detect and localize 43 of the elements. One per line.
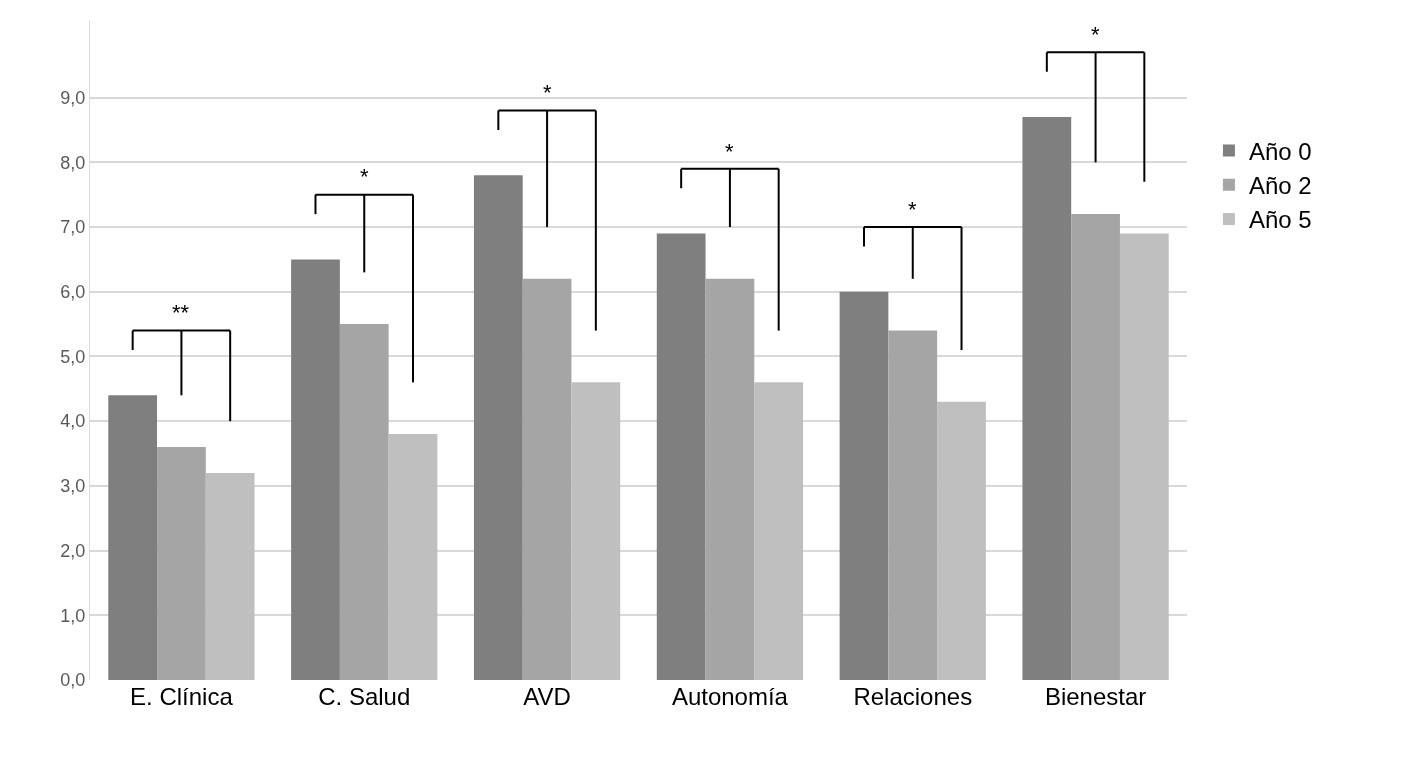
bar (1071, 214, 1120, 680)
bar (705, 278, 755, 680)
y-tick-label: 2,0 (60, 540, 86, 561)
y-tick-label: 4,0 (60, 411, 86, 432)
annotation: * (543, 80, 552, 105)
bar (656, 233, 706, 680)
bar (157, 447, 206, 680)
legend-label: Año 0 (1248, 137, 1312, 165)
x-tick-label: Bienestar (1044, 683, 1147, 710)
y-tick-label: 7,0 (60, 217, 86, 238)
bar (754, 382, 804, 680)
bar (839, 291, 889, 680)
y-tick-label: 6,0 (60, 282, 86, 303)
bar (888, 330, 938, 680)
annotation: * (725, 139, 734, 164)
y-tick-label: 8,0 (60, 152, 86, 173)
bar (937, 401, 986, 680)
annotation: ** (172, 300, 190, 325)
annotation: * (1091, 22, 1100, 47)
bar (205, 472, 255, 680)
x-tick-label: C. Salud (318, 683, 411, 710)
y-tick-label: 1,0 (60, 605, 86, 626)
annotation: * (908, 197, 917, 222)
bar (522, 278, 572, 680)
bar (473, 175, 523, 680)
bar (571, 382, 621, 680)
legend-label: Año 2 (1248, 172, 1312, 200)
bar (388, 434, 438, 680)
x-tick-label: E. Clínica (130, 683, 234, 710)
annotation: * (360, 164, 369, 189)
x-tick-label: AVD (523, 683, 571, 710)
legend-label: Año 5 (1248, 206, 1312, 234)
bar (108, 395, 158, 680)
bar (1119, 233, 1169, 680)
bar (1022, 117, 1072, 680)
y-tick-label: 9,0 (60, 87, 86, 108)
y-tick-label: 5,0 (60, 346, 86, 367)
x-tick-label: Autonomía (671, 683, 789, 710)
bar (339, 324, 389, 680)
x-tick-label: Relaciones (853, 683, 973, 710)
y-tick-label: 3,0 (60, 476, 86, 497)
y-tick-label: 0,0 (60, 670, 86, 691)
bar (291, 259, 340, 680)
